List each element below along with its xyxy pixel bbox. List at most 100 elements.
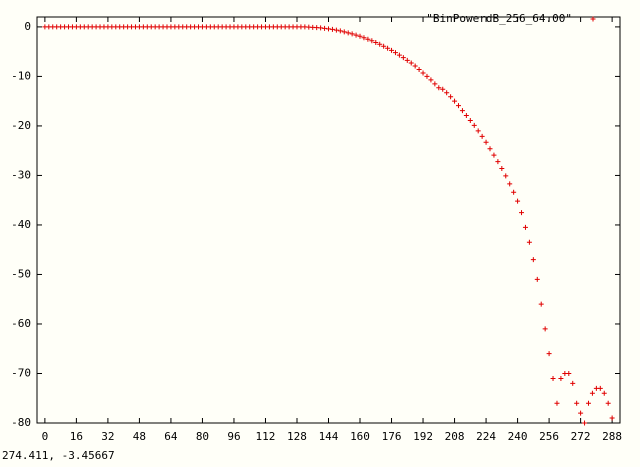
y-tick-label: -50 (11, 267, 31, 280)
point (605, 400, 611, 406)
point (570, 380, 576, 386)
x-tick-label: 160 (350, 430, 370, 443)
x-tick-label: 80 (196, 430, 209, 443)
point (507, 181, 513, 187)
point (519, 210, 525, 216)
point (440, 86, 446, 92)
x-tick-label: 208 (445, 430, 465, 443)
point (503, 173, 509, 179)
point (412, 63, 418, 69)
point (491, 152, 497, 158)
x-tick-label: 176 (382, 430, 402, 443)
point (589, 390, 595, 396)
point (554, 400, 560, 406)
x-tick-label: 0 (42, 430, 49, 443)
point (361, 35, 367, 41)
point (471, 122, 477, 128)
y-tick-label: 0 (24, 20, 31, 33)
point (574, 400, 580, 406)
point (582, 420, 588, 426)
point (487, 146, 493, 152)
point (585, 400, 591, 406)
point (511, 189, 517, 195)
point (357, 33, 363, 39)
point (463, 113, 469, 119)
point (377, 41, 383, 47)
y-tick-label: -20 (11, 119, 31, 132)
point (578, 410, 584, 416)
x-tick-label: 112 (256, 430, 276, 443)
x-tick-label: 32 (101, 430, 114, 443)
point (515, 198, 521, 204)
legend-marker (590, 16, 596, 22)
point (373, 39, 379, 45)
point (566, 370, 572, 376)
point (389, 47, 395, 53)
point (479, 133, 485, 139)
x-tick-label: 224 (476, 430, 496, 443)
x-tick-label: 272 (571, 430, 591, 443)
point (530, 257, 536, 263)
x-tick-label: 128 (287, 430, 307, 443)
point (345, 30, 351, 36)
point (333, 27, 339, 33)
point (420, 70, 426, 76)
point (499, 166, 505, 172)
y-tick-label: -60 (11, 317, 31, 330)
point (365, 36, 371, 42)
point (341, 29, 347, 35)
point (337, 28, 343, 34)
point (459, 108, 465, 114)
plot-frame (36, 16, 621, 424)
point (467, 117, 473, 123)
x-tick-label: 64 (164, 430, 178, 443)
point (534, 276, 540, 282)
legend-label: "BinPowerdB_256_64.00" (426, 12, 572, 25)
status-text: 274.411, -3.45667 (2, 449, 115, 462)
y-tick-label: -10 (11, 69, 31, 82)
point (381, 43, 387, 49)
point (550, 375, 556, 381)
x-tick-label: 144 (319, 430, 339, 443)
point (400, 55, 406, 61)
point (424, 73, 430, 79)
point (416, 66, 422, 72)
point (558, 375, 564, 381)
point (349, 31, 355, 37)
point (542, 326, 548, 332)
point (385, 45, 391, 51)
point (526, 239, 532, 245)
x-tick-label: 192 (413, 430, 433, 443)
point (448, 94, 454, 100)
point (452, 98, 458, 104)
point (436, 85, 442, 91)
point (609, 415, 615, 421)
point (408, 60, 414, 66)
y-tick-label: -80 (11, 416, 31, 429)
point (597, 385, 603, 391)
point (455, 103, 461, 109)
point (432, 81, 438, 87)
point (329, 26, 335, 32)
point (396, 52, 402, 58)
x-tick-label: 256 (539, 430, 559, 443)
point (444, 90, 450, 96)
x-tick-label: 48 (133, 430, 146, 443)
point (392, 50, 398, 56)
y-tick-label: -70 (11, 366, 31, 379)
point (428, 77, 434, 83)
point (601, 390, 607, 396)
point (475, 128, 481, 134)
point (546, 351, 552, 357)
point (353, 32, 359, 38)
y-tick-label: -30 (11, 168, 31, 181)
x-tick-label: 16 (70, 430, 83, 443)
x-tick-label: 96 (227, 430, 240, 443)
point (495, 159, 501, 165)
point (404, 57, 410, 63)
point (538, 301, 544, 307)
x-tick-label: 288 (602, 430, 622, 443)
y-tick-label: -40 (11, 218, 31, 231)
